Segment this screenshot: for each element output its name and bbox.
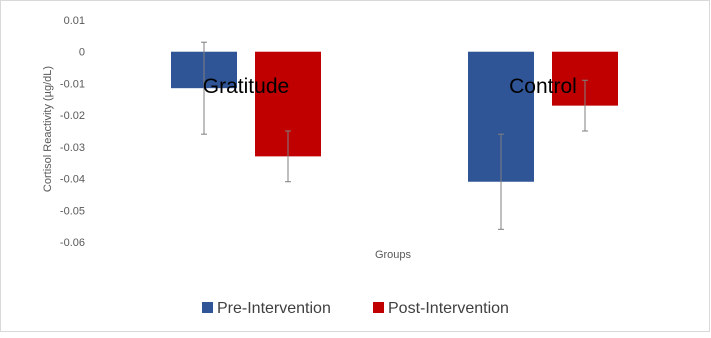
- group-labels: Gratitude Control: [203, 75, 577, 98]
- y-tick-label: -0.06: [60, 237, 85, 249]
- legend-swatch-post: [373, 302, 384, 313]
- legend: Pre-Intervention Post-Intervention: [202, 300, 509, 317]
- legend-swatch-pre: [202, 302, 213, 313]
- group-label-control: Control: [509, 75, 577, 98]
- legend-label-pre: Pre-Intervention: [217, 300, 331, 317]
- y-tick-label: -0.02: [60, 110, 85, 122]
- y-tick-label: -0.03: [60, 142, 85, 154]
- group-label-gratitude: Gratitude: [203, 75, 289, 98]
- y-tick-label: -0.01: [60, 78, 85, 90]
- bars: [171, 51, 618, 182]
- y-tick-label: 0: [79, 47, 85, 59]
- y-axis-title: Cortisol Reactivity (µg/dL): [42, 66, 54, 192]
- y-tick-label: 0.01: [64, 15, 85, 27]
- error-bars: [201, 41, 588, 230]
- y-tick-label: -0.04: [60, 174, 85, 186]
- legend-label-post: Post-Intervention: [388, 300, 509, 317]
- y-axis: 0.01 0 -0.01 -0.02 -0.03 -0.04 -0.05 -0.06: [60, 15, 85, 249]
- y-tick-label: -0.05: [60, 205, 85, 217]
- x-axis-title: Groups: [375, 249, 412, 261]
